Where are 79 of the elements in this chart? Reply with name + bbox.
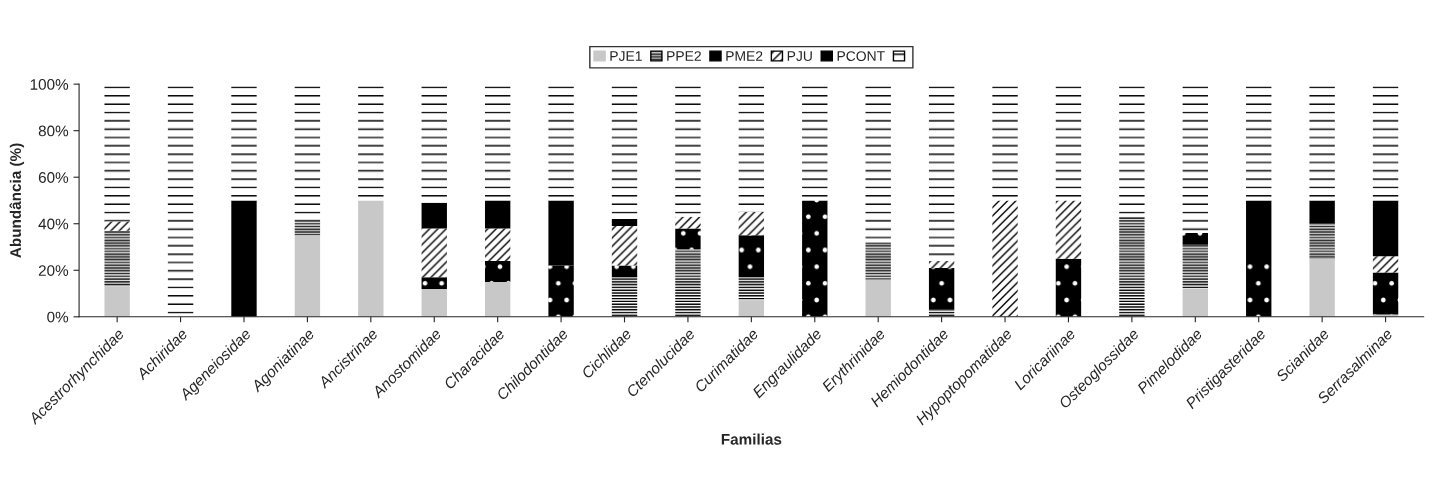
bar [1055,84,1082,201]
bar [1309,223,1335,259]
bar [1119,84,1145,217]
bar [675,228,701,250]
y-tick-label: 0% [47,311,69,323]
bar [928,267,955,310]
bar [675,216,701,229]
bar [675,84,701,217]
bar [1182,233,1208,245]
bar [358,200,384,317]
bar [421,228,447,278]
bar [484,281,511,317]
bar [1246,84,1272,201]
bar [421,277,447,289]
bar [802,84,828,201]
bar [738,300,765,317]
bar [548,200,574,266]
bar [865,84,891,243]
bar [611,265,638,278]
bar [1182,84,1208,234]
bar [104,286,130,317]
bar [1372,272,1399,315]
bar [865,242,891,280]
bar [104,221,130,231]
legend-label: PPE2 [667,51,701,61]
bar [1372,84,1399,201]
bar [484,200,511,229]
bar [1119,216,1145,317]
bar [1246,260,1272,317]
bar [548,84,574,201]
bar [421,84,447,203]
bar [992,84,1018,201]
x-axis-title: Familias [721,433,782,445]
bar [1246,200,1272,261]
bar [548,265,574,317]
y-tick-label: 60% [38,172,69,183]
y-tick-label: 100% [30,79,69,90]
bar [358,84,384,201]
bar [738,84,765,213]
bar [104,230,130,287]
bar [1055,258,1082,317]
bar [1372,200,1399,257]
bar [611,277,638,317]
legend-label: PJU [787,51,812,61]
bar [421,288,447,317]
bar [1055,200,1082,259]
bar [1182,288,1208,317]
bar [611,219,638,227]
bar [611,226,638,266]
bar [1182,244,1208,289]
bar [294,219,321,236]
y-tick-label: 40% [38,218,69,230]
bar [104,84,130,222]
bar [738,212,765,236]
bar [738,235,765,278]
bar [231,200,257,317]
bar [167,84,194,317]
bar [1309,258,1335,317]
bar [802,200,828,317]
legend-label: PCONT [837,51,885,61]
bar [865,279,891,317]
y-tick-label: 80% [38,125,69,137]
bar [675,249,701,317]
bar [484,228,511,261]
bar [992,200,1018,317]
bar [1309,200,1335,224]
bar [484,84,511,201]
y-tick-label: 20% [38,265,69,276]
legend-label: PME2 [726,51,763,61]
bar [1309,84,1335,201]
bar [231,84,257,201]
bar [484,260,511,282]
bar [928,260,955,268]
legend-label: PJE1 [610,51,642,61]
y-axis-title: Abundância (%) [9,143,25,258]
bar [421,202,447,229]
bar [1372,256,1399,273]
bar [294,235,321,317]
bar [738,277,765,301]
